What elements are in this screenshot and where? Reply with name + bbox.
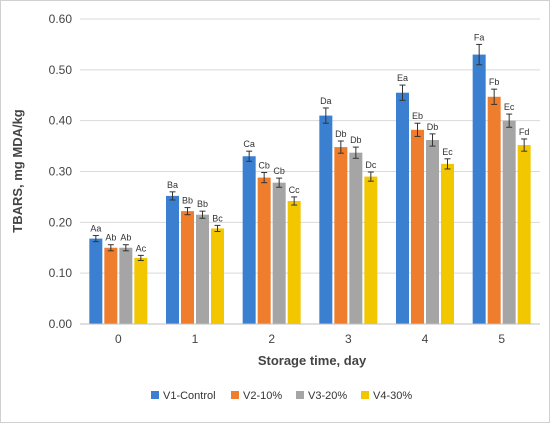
y-tick-label: 0.20 (49, 215, 73, 229)
significance-label: Bc (212, 213, 223, 223)
bar (487, 96, 501, 325)
bar (411, 129, 424, 324)
x-tick-label: 0 (115, 332, 122, 346)
significance-label: Bb (197, 199, 208, 209)
bar (272, 182, 286, 324)
significance-label: Fd (519, 127, 530, 137)
significance-label: Db (335, 129, 347, 139)
significance-label: Ba (167, 180, 178, 190)
significance-label: Ac (136, 243, 147, 253)
legend-label: V3-20% (308, 390, 347, 402)
y-tick-label: 0.50 (49, 63, 73, 77)
bar (166, 195, 179, 324)
significance-label: Ab (120, 233, 131, 243)
significance-label: Ec (442, 147, 453, 157)
bar (334, 147, 348, 324)
legend-swatch (151, 391, 159, 399)
bar (104, 247, 118, 324)
bar (196, 214, 209, 324)
significance-label: Fa (474, 32, 485, 42)
bar (287, 200, 301, 324)
bar (89, 238, 103, 324)
significance-label: Db (350, 135, 362, 145)
significance-label: Ec (504, 102, 515, 112)
bar (181, 211, 194, 324)
gridlines (80, 18, 540, 274)
x-axis-ticks: 0 1 2 3 4 5 (115, 332, 505, 346)
significance-label: Da (320, 96, 332, 106)
significance-label: Cc (289, 185, 300, 195)
significance-label: Cb (273, 166, 285, 176)
bar (472, 54, 486, 324)
y-axis-ticks: 0.00 0.10 0.20 0.30 0.40 0.50 0.60 (49, 12, 73, 331)
x-tick-label: 4 (422, 332, 429, 346)
significance-label: Db (427, 122, 439, 132)
legend: V1-Control V2-10% V3-20% V4-30% (151, 390, 412, 402)
bar (242, 156, 256, 324)
x-tick-label: 5 (498, 332, 505, 346)
bar (134, 257, 148, 324)
bar (426, 139, 439, 324)
bar (349, 152, 363, 324)
legend-label: V4-30% (373, 390, 412, 402)
y-tick-label: 0.30 (49, 165, 73, 179)
y-tick-label: 0.00 (49, 317, 73, 331)
legend-label: V2-10% (243, 390, 282, 402)
legend-swatch (361, 391, 369, 399)
bar (517, 145, 531, 324)
legend-label: V1-Control (163, 390, 216, 402)
significance-label: Dc (365, 160, 376, 170)
significance-label: Eb (412, 111, 423, 121)
y-tick-label: 0.60 (49, 12, 73, 26)
x-axis-title: Storage time, day (258, 353, 367, 368)
bar (211, 228, 224, 324)
y-tick-label: 0.40 (49, 114, 73, 128)
significance-label: Fb (489, 77, 500, 87)
significance-label: Ea (397, 73, 408, 83)
bar (319, 115, 333, 324)
x-tick-label: 1 (192, 332, 199, 346)
legend-swatch (231, 391, 239, 399)
significance-label: Cb (258, 161, 270, 171)
bar (364, 176, 378, 324)
legend-swatch (296, 391, 304, 399)
significance-label: Aa (90, 224, 101, 234)
x-tick-label: 2 (268, 332, 275, 346)
significance-label: Ca (243, 139, 255, 149)
bar (441, 163, 454, 324)
significance-label: Bb (182, 196, 193, 206)
y-axis-title: TBARS, mg MDA/kg (10, 109, 25, 233)
bar (257, 177, 271, 324)
x-tick-label: 3 (345, 332, 352, 346)
bar (396, 92, 409, 324)
significance-label: Ab (105, 233, 116, 243)
bar (119, 247, 133, 324)
bar (502, 120, 516, 325)
y-tick-label: 0.10 (49, 266, 73, 280)
